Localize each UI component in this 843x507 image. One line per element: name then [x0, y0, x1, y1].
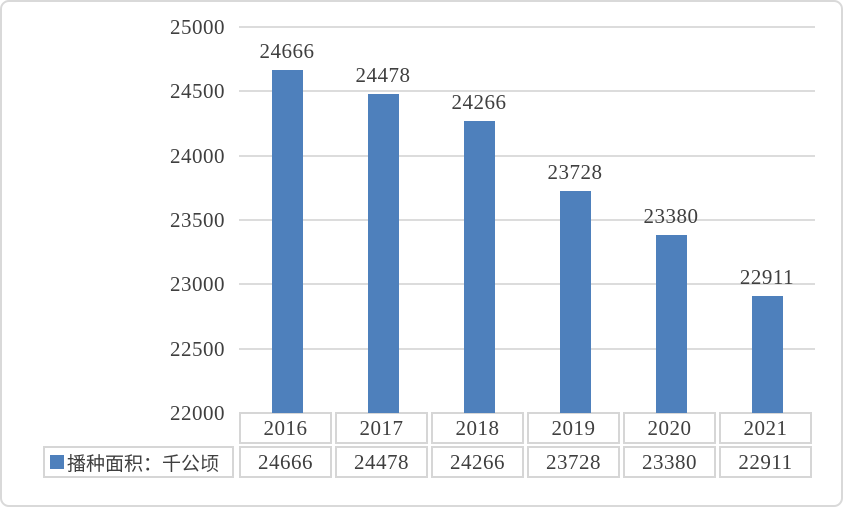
bar-value-label: 24478	[355, 63, 411, 88]
table-year-cell: 2020	[623, 412, 716, 444]
y-axis-tick-label: 24000	[170, 143, 225, 168]
gridline	[239, 347, 815, 350]
table-value-cell: 23380	[623, 446, 716, 478]
y-axis-tick-label: 22500	[170, 336, 225, 361]
bar-2021	[751, 295, 783, 413]
y-axis-tick-label: 25000	[170, 15, 225, 39]
table-year-cell: 2017	[335, 412, 428, 444]
y-axis-tick-label: 23500	[170, 208, 225, 232]
table-year-cell: 2018	[431, 412, 524, 444]
gridline	[239, 26, 815, 28]
bar-value-label: 23380	[643, 204, 699, 229]
bar-2016	[271, 69, 303, 413]
data-table: 2016 2017 2018 2019 2020 2021 24666 24478 24266 2…	[239, 412, 812, 478]
y-axis-tick-label: 23000	[170, 272, 225, 297]
bar-2020	[655, 235, 687, 413]
table-year-cell: 2016	[239, 412, 332, 444]
bar-2019	[559, 190, 591, 413]
table-value-cell: 22911	[719, 446, 812, 478]
bar-value-label: 23728	[547, 159, 603, 184]
table-value-cell: 24478	[335, 446, 428, 478]
gridline	[239, 283, 815, 286]
table-year-cell: 2021	[719, 412, 812, 444]
gridline	[239, 154, 815, 157]
bar-value-label: 24666	[259, 38, 315, 63]
bar-value-label: 22911	[739, 264, 795, 289]
table-year-cell: 2019	[527, 412, 620, 444]
bar-value-label: 24266	[451, 90, 507, 115]
gridline	[239, 219, 815, 221]
table-value-cell: 23728	[527, 446, 620, 478]
legend: 播种面积：千公顷	[43, 446, 234, 478]
bar-2017	[367, 94, 399, 413]
gridline	[239, 90, 815, 93]
y-axis-tick-label: 22000	[170, 401, 225, 425]
bar-2018	[463, 121, 495, 413]
legend-marker-icon	[50, 455, 64, 469]
table-value-cell: 24666	[239, 446, 332, 478]
y-axis-tick-label: 24500	[170, 79, 225, 104]
table-value-cell: 24266	[431, 446, 524, 478]
legend-label: 播种面积：千公顷	[67, 453, 220, 475]
